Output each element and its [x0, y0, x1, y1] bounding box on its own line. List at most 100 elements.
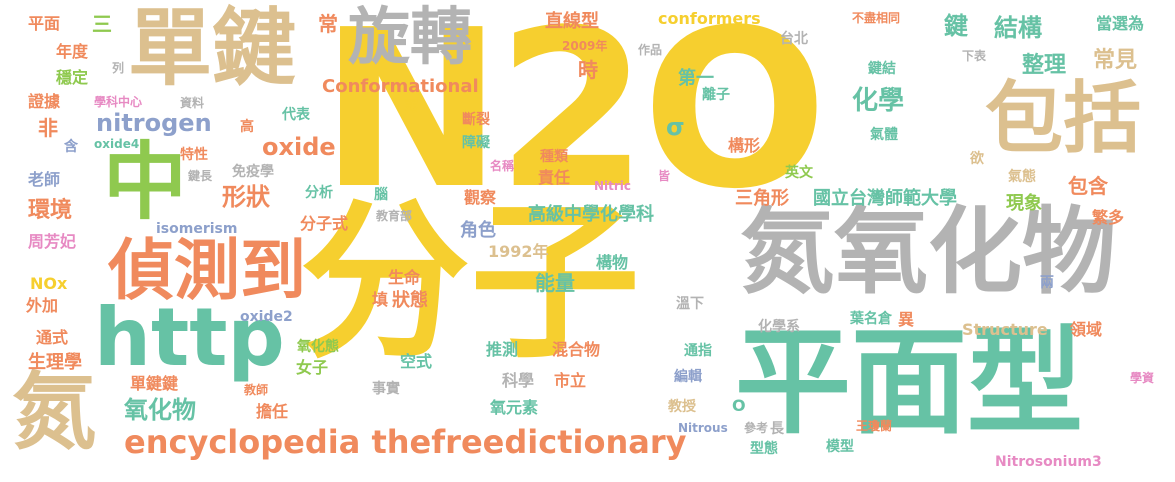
word: 常見 — [1093, 48, 1138, 73]
word: 氧元素 — [490, 398, 539, 417]
word: 外加 — [26, 296, 59, 315]
word: 旋轉 — [348, 0, 473, 73]
word: Nitric — [594, 179, 632, 193]
word: http — [94, 291, 285, 384]
word: 特性 — [180, 147, 208, 163]
word: 氧化態 — [297, 339, 339, 355]
word: 平面 — [28, 14, 61, 33]
word: 學資 — [1130, 371, 1155, 385]
word: 模型 — [826, 439, 854, 455]
word: 環境 — [28, 198, 73, 223]
word: O — [732, 396, 746, 415]
word: 空式 — [400, 352, 433, 371]
word: 編輯 — [674, 369, 702, 385]
word: isomerism — [156, 221, 238, 237]
word: 單鍵 — [128, 0, 297, 97]
word: 欲 — [970, 151, 984, 167]
word: 老師 — [28, 170, 61, 189]
word: 觀察 — [464, 188, 497, 207]
word: 構形 — [728, 136, 761, 155]
word: 中 — [103, 133, 188, 231]
word: 教授 — [668, 399, 696, 415]
word: 資料 — [180, 96, 205, 110]
word: 市立 — [554, 371, 587, 390]
word: 混合物 — [552, 340, 601, 359]
word: 台北 — [780, 31, 808, 47]
word: 種類 — [540, 149, 568, 165]
word: 生命 — [388, 268, 421, 287]
word: 含 — [64, 139, 78, 155]
word: 皆 — [658, 169, 671, 183]
word: oxide2 — [240, 309, 293, 325]
word: 不盡相同 — [852, 11, 901, 25]
word: 結構 — [994, 14, 1042, 42]
word: NOx — [30, 274, 68, 293]
word: 能量 — [535, 271, 575, 295]
word: 溫下 — [676, 296, 704, 312]
word: 分子式 — [300, 214, 349, 233]
word: Structure — [962, 320, 1048, 339]
word: 化學系 — [758, 319, 800, 335]
word: 通指 — [684, 343, 712, 359]
word: 非 — [38, 116, 58, 140]
word: 形狀 — [222, 183, 270, 211]
word: 構物 — [596, 253, 629, 272]
word: 異 — [898, 310, 915, 329]
word: conformers — [658, 9, 761, 28]
word: 科學 — [502, 371, 535, 390]
word: 分子 — [300, 184, 641, 382]
word: 周芳妃 — [28, 232, 77, 251]
word: 領域 — [1070, 320, 1103, 339]
word: 列 — [112, 61, 125, 75]
word: Nitrosonium3 — [995, 454, 1102, 470]
word: 長 — [770, 421, 784, 437]
word: 年度 — [56, 42, 89, 61]
word: 斷裂 — [462, 112, 490, 128]
word: oxide — [262, 133, 336, 161]
word: 氮氧化物 — [740, 198, 1117, 307]
word: 1992年 — [488, 242, 549, 261]
word: 參考 — [744, 421, 769, 435]
word: 推測 — [486, 340, 519, 359]
word: 氧化物 — [124, 396, 196, 424]
word: 作品 — [638, 43, 663, 57]
word: 鍵結 — [868, 61, 896, 77]
word: 名稱 — [490, 159, 515, 173]
word: 英文 — [785, 165, 813, 181]
word: encyclopedia thefreedictionary — [124, 423, 687, 461]
word: Conformational — [322, 76, 479, 97]
word: 整理 — [1022, 53, 1067, 78]
word: 穩定 — [56, 68, 89, 87]
word: σ — [666, 113, 685, 141]
word: 下表 — [962, 49, 987, 63]
word: 擔任 — [256, 402, 289, 421]
word: 常 — [318, 12, 338, 36]
word: 免疫學 — [232, 164, 274, 180]
word: 三 — [92, 12, 112, 36]
word: 現象 — [1006, 193, 1042, 214]
word: 女子 — [296, 358, 329, 377]
word: 三角形 — [735, 188, 789, 209]
word: 鍵 — [944, 12, 968, 40]
word: 平面型 — [735, 315, 1083, 450]
word: 教育部 — [376, 209, 413, 223]
word: 偵測到 — [108, 232, 306, 309]
word: 單鍵鍵 — [130, 374, 179, 393]
word: 離子 — [702, 87, 730, 103]
word: 包括 — [985, 74, 1142, 164]
word: 填 — [372, 290, 389, 309]
word: 2009年 — [562, 39, 608, 53]
word: 第一 — [678, 68, 714, 89]
word: Nitrous — [678, 421, 728, 435]
word: 氮 — [12, 363, 97, 461]
word: 時 — [578, 58, 598, 82]
word: 葉名倉 — [850, 311, 892, 327]
word: 責任 — [538, 168, 571, 187]
word: 化學 — [852, 86, 905, 116]
word: 高級中學化學科 — [528, 204, 654, 225]
word: 障礙 — [462, 135, 490, 151]
word: 直線型 — [545, 11, 599, 32]
word: 當選為 — [1096, 14, 1145, 33]
word: 通式 — [36, 328, 69, 347]
